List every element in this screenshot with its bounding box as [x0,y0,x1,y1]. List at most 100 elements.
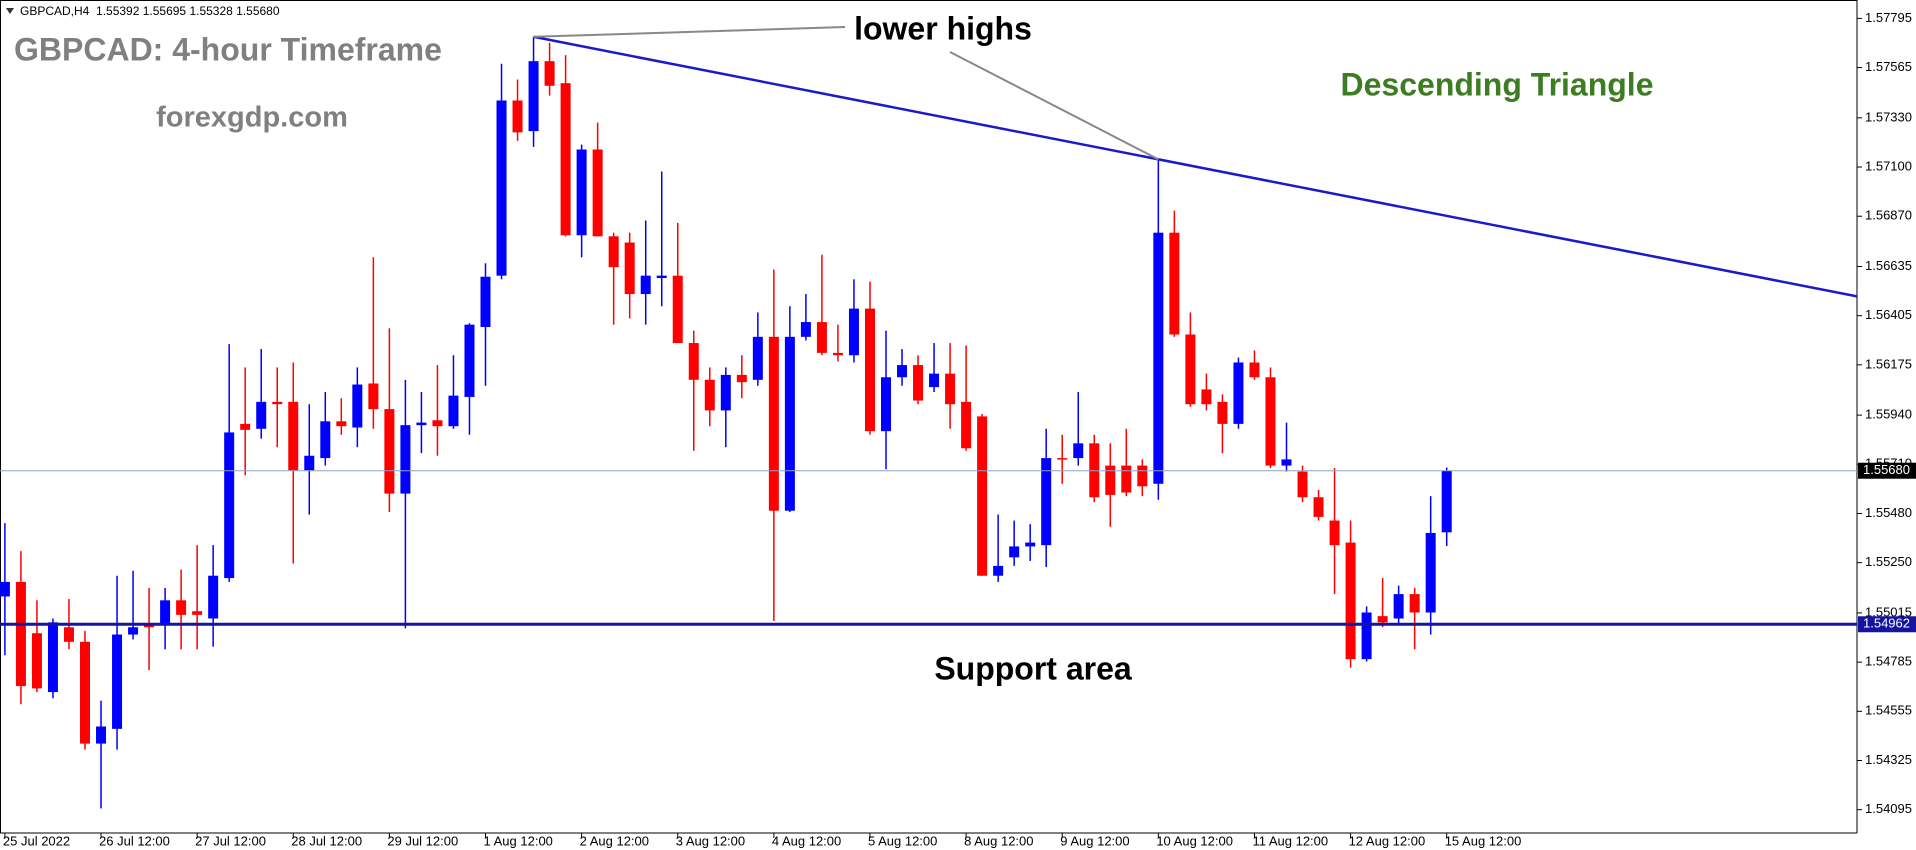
candle-body [993,565,1004,576]
candle-body [256,401,267,429]
candle-body [1233,362,1244,424]
candle-body [1329,520,1340,546]
annotation: Support area [934,650,1132,686]
candle-body [1105,465,1116,495]
candle-body [560,83,571,236]
x-tick-label: 9 Aug 12:00 [1060,833,1129,848]
candle-body [320,421,331,459]
candle-body [736,374,747,383]
candle-body [1025,542,1036,547]
candle-body [929,373,940,388]
candle-body [1169,232,1180,335]
candle-body [544,61,555,86]
y-tick-label: 1.55940 [1865,407,1912,422]
candle-body [1009,546,1020,558]
x-tick-label: 8 Aug 12:00 [964,833,1033,848]
candle-body [897,365,908,378]
candle-body [224,432,235,579]
candle-body [1361,612,1372,660]
candle-body [400,425,411,494]
candle-body [1393,594,1404,619]
candle-body [496,100,507,276]
x-tick-label: 29 Jul 12:00 [387,833,458,848]
x-tick-label: 1 Aug 12:00 [484,833,553,848]
candle-body [848,308,859,356]
y-tick-label: 1.57795 [1865,10,1912,25]
candle-body [1073,443,1084,459]
candle-body [1409,594,1420,613]
candle-body [768,336,779,511]
candle-body [272,401,283,405]
y-tick-label: 1.56175 [1865,356,1912,371]
x-tick-label: 5 Aug 12:00 [868,833,937,848]
candle-body [144,624,155,628]
chart-title: GBPCAD: 4-hour Timeframe [14,31,442,67]
candle-body [704,379,715,411]
candle-body [416,422,427,426]
candle-body [1249,362,1260,378]
price-label: 1.55680 [1863,462,1910,477]
candle-body [368,383,379,410]
y-tick-label: 1.56870 [1865,208,1912,223]
candle-body [881,377,891,432]
x-tick-label: 4 Aug 12:00 [772,833,841,848]
candle-body [1345,542,1356,660]
candle-body [592,149,603,237]
candle-body [1201,389,1212,405]
trendline [533,35,1858,298]
y-tick-label: 1.54325 [1865,752,1912,767]
candle-body [961,401,972,449]
candle-body [720,374,731,411]
candle-body [31,633,42,689]
x-tick-label: 27 Jul 12:00 [195,833,266,848]
symbol-header: GBPCAD,H4 1.55392 1.55695 1.55328 1.5568… [20,4,280,18]
candle-body [63,627,74,642]
x-tick-label: 12 Aug 12:00 [1349,833,1426,848]
candle-body [336,421,347,427]
x-tick-label: 25 Jul 2022 [3,833,70,848]
candle-body [913,365,924,401]
pointer-line [949,51,1159,161]
candle-body [1281,459,1292,466]
candle-body [1265,377,1276,466]
candle-body [656,275,667,279]
candle-body [1137,465,1148,487]
candle-body [800,322,811,337]
candle-body [945,373,956,405]
y-tick-label: 1.57100 [1865,158,1912,173]
y-tick-label: 1.55480 [1865,505,1912,520]
x-tick-label: 11 Aug 12:00 [1252,833,1328,848]
candle-body [0,581,10,597]
price-label-box [1858,462,1916,479]
candle-body [1153,232,1164,484]
candle-body [672,275,683,344]
candle-body [608,236,619,268]
annotation: Descending Triangle [1341,66,1654,102]
candle-body [128,627,139,635]
y-tick-label: 1.55015 [1865,604,1912,619]
price-label: 1.54962 [1863,616,1910,631]
candle-body [1441,470,1452,533]
y-tick-label: 1.56405 [1865,307,1912,322]
x-tick-label: 3 Aug 12:00 [676,833,745,848]
candle-body [288,401,299,471]
x-tick-label: 15 Aug 12:00 [1445,833,1522,848]
y-tick-label: 1.54095 [1865,801,1912,816]
candle-body [480,276,491,327]
candle-body [784,336,795,511]
pointer-line [533,26,846,38]
candle-body [688,343,699,380]
candle-body [384,409,395,494]
candle-body [512,100,523,133]
x-tick-label: 10 Aug 12:00 [1156,833,1233,848]
candle-body [112,634,123,729]
source: forexgdp.com [156,102,348,134]
y-tick-label: 1.56635 [1865,258,1912,273]
candle-body [192,611,203,615]
candle-body [752,336,763,380]
candle-body [1185,334,1196,405]
annotation: lower highs [854,10,1032,46]
